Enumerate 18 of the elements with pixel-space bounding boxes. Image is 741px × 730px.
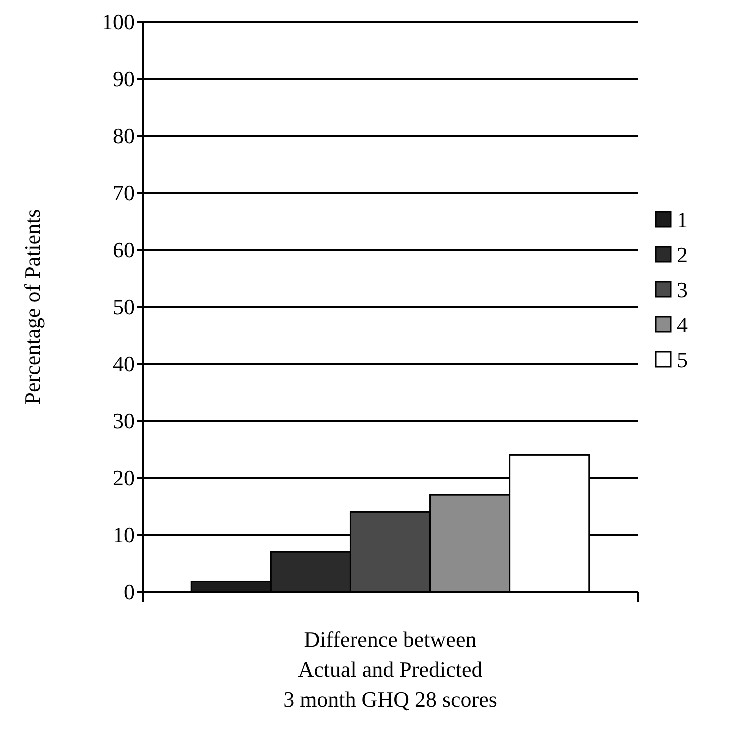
y-tick-label: 100 bbox=[102, 10, 135, 35]
y-tick-label: 40 bbox=[113, 352, 135, 377]
legend-label: 3 bbox=[677, 278, 688, 303]
legend-label: 1 bbox=[677, 208, 688, 233]
y-tick-label: 80 bbox=[113, 124, 135, 149]
y-tick-label: 30 bbox=[113, 408, 135, 434]
y-tick-label: 90 bbox=[113, 66, 135, 92]
y-tick-label: 50 bbox=[113, 294, 135, 320]
y-tick-label: 20 bbox=[113, 466, 135, 491]
y-tick-label: 0 bbox=[124, 580, 135, 605]
y-tick-label: 60 bbox=[113, 238, 135, 263]
legend-label: 2 bbox=[677, 242, 688, 268]
y-tick-label: 70 bbox=[113, 180, 135, 206]
legend-label: 4 bbox=[677, 312, 688, 338]
y-axis-title: Percentage of Patients bbox=[20, 209, 45, 405]
y-tick-label: 10 bbox=[113, 522, 135, 548]
x-axis-title: Difference between Actual and Predicted 3 month GHQ 28 scores bbox=[284, 627, 498, 712]
legend-label: 5 bbox=[677, 348, 688, 373]
